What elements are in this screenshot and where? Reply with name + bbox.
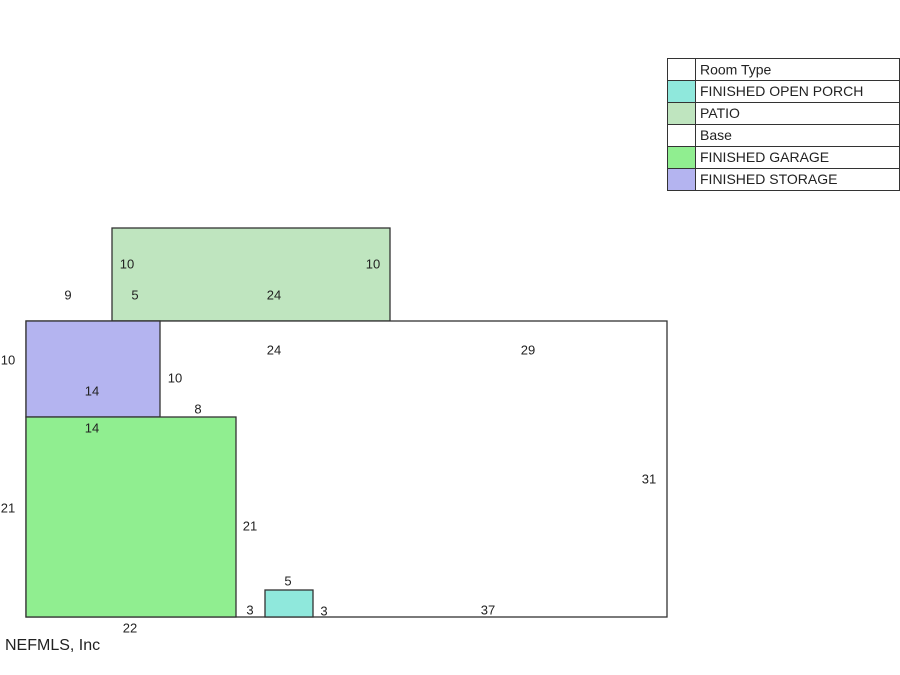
dimension-label: 10 — [1, 352, 15, 367]
dimension-label: 3 — [246, 602, 253, 617]
dimension-label: 3 — [320, 603, 327, 618]
dimension-label: 5 — [131, 287, 138, 302]
porch-room — [264, 589, 314, 618]
dimension-label: 14 — [85, 420, 99, 435]
patio-room — [111, 227, 391, 322]
legend-swatch — [667, 168, 696, 191]
legend-label: Base — [700, 127, 732, 143]
legend-label: FINISHED GARAGE — [700, 149, 829, 165]
dimension-label: 31 — [642, 471, 656, 486]
legend-swatch — [667, 146, 696, 169]
legend-swatch — [667, 102, 696, 125]
dimension-label: 5 — [284, 573, 291, 588]
legend-header: Room Type — [700, 62, 772, 78]
dimension-label: 22 — [123, 620, 137, 635]
dimension-label: 37 — [481, 602, 495, 617]
dimension-label: 29 — [521, 342, 535, 357]
legend-label: PATIO — [700, 105, 740, 121]
dimension-label: 24 — [267, 287, 281, 302]
dimension-label: 10 — [366, 256, 380, 271]
dimension-label: 21 — [1, 500, 15, 515]
dimension-label: 14 — [85, 383, 99, 398]
dimension-label: 10 — [168, 370, 182, 385]
legend-label: FINISHED OPEN PORCH — [700, 83, 863, 99]
legend-swatch — [667, 80, 696, 103]
garage-room — [25, 416, 237, 618]
legend-swatch — [667, 124, 696, 147]
legend-label: FINISHED STORAGE — [700, 171, 837, 187]
dimension-label: 10 — [120, 256, 134, 271]
legend: Room Type FINISHED OPEN PORCH PATIO Base FI… — [667, 58, 900, 191]
storage-room — [25, 320, 161, 418]
dimension-label: 21 — [243, 518, 257, 533]
dimension-label: 8 — [194, 401, 201, 416]
dimension-label: 9 — [64, 287, 71, 302]
footer: NEFMLS, Inc — [5, 637, 100, 654]
dimension-label: 24 — [267, 342, 281, 357]
